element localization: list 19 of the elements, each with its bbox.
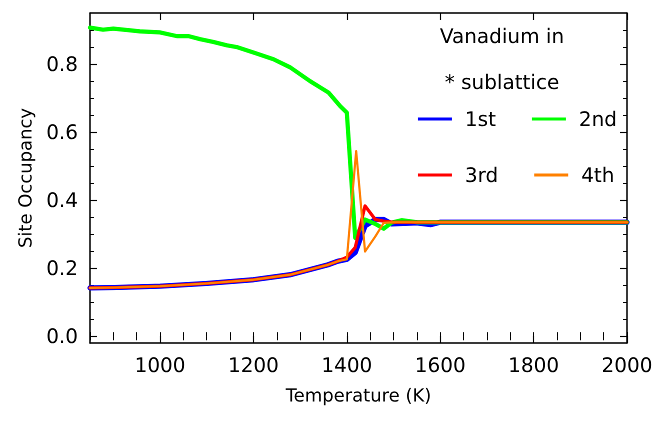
y-axis-title: Site Occupancy xyxy=(16,108,36,248)
x-tick-label: 2000 xyxy=(602,353,652,377)
y-tick-label: 0.4 xyxy=(46,188,78,212)
x-tick-label: 1200 xyxy=(228,353,279,377)
x-axis-title: Temperature (K) xyxy=(284,386,432,406)
x-tick-label: 1400 xyxy=(321,353,372,377)
legend-label: 1st xyxy=(464,107,496,131)
legend-label: 4th xyxy=(581,163,614,187)
x-tick-label: 1000 xyxy=(134,353,186,377)
legend-label: 3rd xyxy=(464,163,498,187)
y-tick-label: 0.2 xyxy=(46,256,78,280)
y-tick-label: 0.0 xyxy=(46,324,78,348)
x-tick-label: 1800 xyxy=(508,353,560,377)
line-series xyxy=(88,150,628,289)
legend-title: Vanadium in * sublattice xyxy=(440,24,564,94)
y-tick-label: 0.6 xyxy=(46,120,78,144)
y-tick-label: 0.8 xyxy=(46,52,78,76)
legend-label: 2nd xyxy=(578,107,618,131)
x-tick-label: 1600 xyxy=(414,353,466,377)
